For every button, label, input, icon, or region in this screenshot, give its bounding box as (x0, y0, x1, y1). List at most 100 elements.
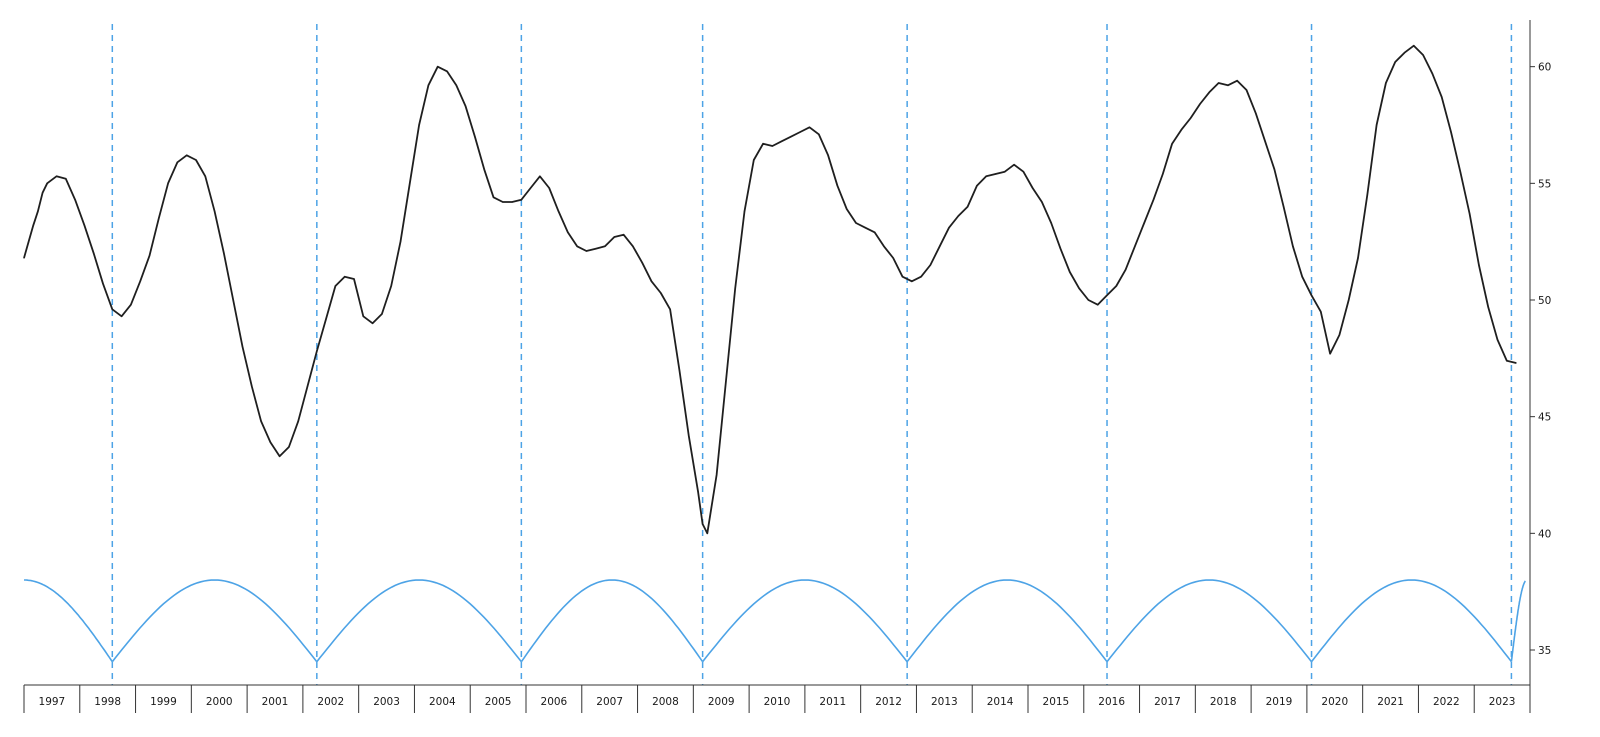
series-point (697, 490, 699, 492)
series-point (1013, 164, 1015, 166)
series-point (1450, 131, 1452, 133)
series-point (632, 245, 634, 247)
cycle-arc (906, 579, 1108, 663)
cycle-arc (1510, 580, 1526, 662)
series-point (362, 315, 364, 317)
series-point (799, 131, 801, 133)
x-tick-label: 2019 (1266, 696, 1293, 708)
series-point (650, 280, 653, 282)
series-point (195, 159, 197, 161)
y-tick-label: 35 (1538, 645, 1551, 657)
series-point (437, 66, 439, 68)
series-point (1106, 294, 1108, 296)
y-tick-label: 50 (1538, 295, 1551, 307)
series-point (1506, 360, 1508, 362)
series-point (83, 224, 85, 226)
x-tick-label: 2010 (764, 696, 791, 708)
series-point (1292, 245, 1294, 247)
series-point (23, 257, 25, 259)
cycle-arc (1310, 579, 1513, 663)
series-point (1255, 112, 1257, 114)
series-point (957, 215, 959, 217)
series-point (1413, 45, 1415, 47)
series-line (23, 44, 1517, 535)
series-point (567, 231, 569, 233)
series-point (390, 285, 392, 287)
series-point (595, 248, 597, 250)
series-point (1143, 222, 1145, 224)
series-point (1301, 276, 1303, 278)
cycle-marker-lines (111, 24, 1513, 685)
series-point (1087, 299, 1089, 301)
series-point (1376, 124, 1378, 126)
series-point (214, 210, 216, 212)
series-point (1041, 201, 1043, 203)
series-point (1208, 91, 1210, 93)
x-tick-label: 2018 (1210, 696, 1237, 708)
series-point (1422, 54, 1424, 56)
series-point (306, 385, 309, 387)
series-point (1403, 52, 1406, 54)
series-point (939, 245, 941, 247)
series-layer (23, 44, 1517, 535)
series-point (836, 185, 839, 187)
series-point (1125, 269, 1127, 271)
series-point (883, 245, 885, 247)
series-point (1162, 173, 1164, 175)
series-point (1004, 171, 1006, 173)
series-point (985, 175, 987, 177)
series-point (269, 441, 271, 443)
x-axis: 1997 1998 1999 2000 2001 2002 2003 2004 2005 2006… (23, 684, 1531, 713)
series-point (920, 276, 922, 278)
series-point (111, 308, 113, 310)
series-point (557, 210, 560, 212)
x-tick-label: 2022 (1433, 696, 1460, 708)
series-point (530, 187, 532, 189)
series-point (1310, 294, 1313, 296)
series-point (55, 175, 58, 177)
series-point (688, 434, 690, 436)
series-point (1115, 285, 1117, 287)
x-tick-label: 2007 (596, 696, 623, 708)
series-point (46, 182, 48, 184)
series-point (399, 241, 402, 243)
x-tick-label: 2021 (1377, 696, 1404, 708)
series-point (967, 206, 969, 208)
series-point (539, 175, 541, 177)
series-point (901, 276, 904, 278)
cycle-arc (24, 579, 113, 663)
series-point (381, 313, 383, 315)
series-point (427, 84, 429, 86)
series-point (734, 287, 736, 289)
x-tick-label: 2005 (485, 696, 512, 708)
series-point (74, 199, 76, 201)
series-point (1478, 264, 1480, 266)
series-point (37, 210, 39, 212)
series-point (771, 145, 774, 147)
series-point (102, 283, 104, 285)
series-point (232, 299, 234, 301)
series-point (994, 173, 997, 175)
series-point (520, 199, 523, 201)
series-point (1134, 245, 1136, 247)
series-point (28, 241, 30, 243)
series-point (1338, 334, 1340, 336)
series-point (176, 161, 178, 163)
series-point (511, 201, 513, 203)
series-point (827, 154, 829, 156)
x-tick-label: 2020 (1321, 696, 1348, 708)
series-point (1459, 171, 1461, 173)
series-point (372, 322, 374, 324)
cycle-arc (520, 579, 704, 663)
series-point (502, 201, 504, 203)
series-point (911, 280, 913, 282)
x-tick-label: 2008 (652, 696, 679, 708)
series-point (781, 140, 783, 142)
series-point (418, 124, 420, 126)
series-point (1171, 143, 1173, 145)
series-point (1190, 117, 1192, 119)
series-point (641, 262, 643, 264)
series-point (353, 278, 355, 280)
x-tick-label: 2023 (1489, 696, 1516, 708)
